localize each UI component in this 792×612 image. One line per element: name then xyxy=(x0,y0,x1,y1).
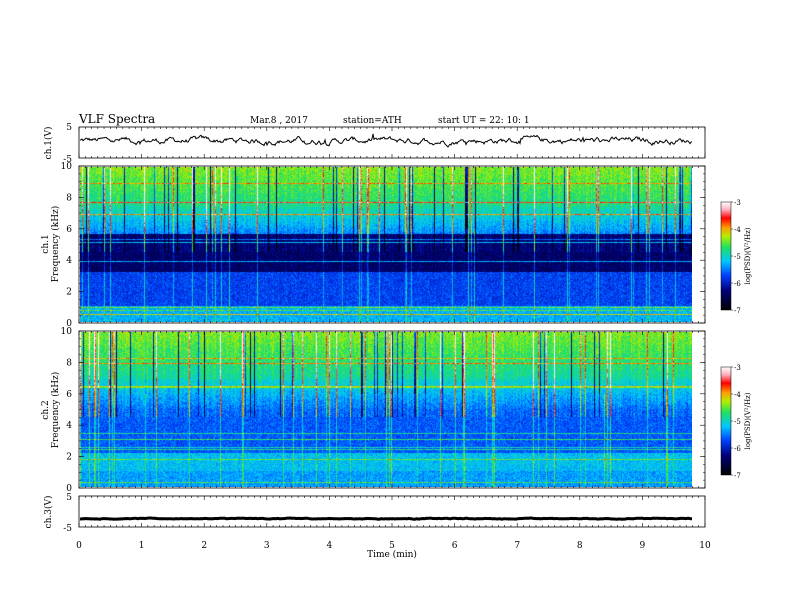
frequency-tick-label: 0 xyxy=(66,319,72,329)
colorbar-tick-label: -6 xyxy=(734,445,741,453)
x-tick-label: 4 xyxy=(327,541,333,551)
ch1-waveform-line xyxy=(79,133,693,148)
x-tick-label: 0 xyxy=(76,541,82,551)
colorbar-tick-label: -4 xyxy=(734,226,741,234)
ch1-ytick-bottom: -5 xyxy=(63,155,72,165)
ch2-spectrogram-ylabel: Frequency (kHz) xyxy=(50,372,61,449)
frequency-tick-label: 8 xyxy=(66,358,72,368)
x-axis-label: Time (min) xyxy=(367,549,417,560)
colorbar-tick-label: -7 xyxy=(734,472,741,480)
ch2-colorbar xyxy=(720,366,732,476)
frequency-tick-label: 10 xyxy=(61,162,73,172)
x-tick-label: 1 xyxy=(139,541,145,551)
ch3-ytick-top: 5 xyxy=(66,493,72,503)
frequency-tick-label: 2 xyxy=(66,453,72,463)
ch2-colorbar-label: log(PSD)(V²/Hz) xyxy=(744,392,752,449)
ch3-waveform-line xyxy=(79,516,692,521)
ch1-colorbar xyxy=(720,201,732,311)
colorbar-tick-label: -4 xyxy=(734,391,741,399)
ch1-spectrogram-ylabel-channel: ch.1 xyxy=(41,234,51,253)
ch2-spectrogram-ylabel-channel: ch.2 xyxy=(41,400,51,419)
ch1-waveform-ylabel: ch.1(V) xyxy=(43,127,54,160)
ch3-ytick-bottom: -5 xyxy=(63,524,72,534)
x-tick-label: 6 xyxy=(452,541,458,551)
figure-title: VLF Spectra xyxy=(78,112,155,126)
start-time-label: start UT = 22: 10: 1 xyxy=(438,116,530,126)
frequency-tick-label: 2 xyxy=(66,288,72,298)
frequency-tick-label: 8 xyxy=(66,193,72,203)
frequency-tick-label: 6 xyxy=(66,390,72,400)
station-label: station=ATH xyxy=(343,116,402,126)
colorbar-tick-label: -6 xyxy=(734,280,741,288)
axis-ticks: 0 1 2 3 4 5 6 7 8 9 1002468100246810-3-4-5-6-7-3-4… xyxy=(61,127,741,551)
frequency-tick-label: 4 xyxy=(66,421,72,431)
frequency-tick-label: 4 xyxy=(66,256,72,266)
date-label: Mar.8 , 2017 xyxy=(250,116,308,126)
x-tick-label: 10 xyxy=(699,541,711,551)
frequency-tick-label: 0 xyxy=(66,484,72,494)
x-tick-label: 2 xyxy=(201,541,207,551)
colorbar-tick-label: -5 xyxy=(734,418,741,426)
x-tick-label: 7 xyxy=(514,541,520,551)
ch3-waveform-frame xyxy=(78,495,706,528)
frequency-tick-label: 10 xyxy=(61,327,73,337)
x-tick-label: 5 xyxy=(389,541,395,551)
ch2-spectrogram-image xyxy=(80,332,692,487)
x-tick-label: 9 xyxy=(640,541,646,551)
x-tick-label: 3 xyxy=(264,541,270,551)
frequency-tick-label: 6 xyxy=(66,225,72,235)
ch1-waveform-frame xyxy=(78,126,706,159)
ch3-waveform-ylabel: ch.3(V) xyxy=(43,496,54,529)
ch1-ytick-top: 5 xyxy=(66,123,72,133)
ch1-spectrogram-ylabel: Frequency (kHz) xyxy=(50,206,61,283)
colorbar-tick-label: -5 xyxy=(734,253,741,261)
colorbar-tick-label: -3 xyxy=(734,199,741,207)
ch1-colorbar-label: log(PSD)(V²/Hz) xyxy=(744,227,752,284)
x-tick-label: 8 xyxy=(577,541,583,551)
colorbar-tick-label: -3 xyxy=(734,364,741,372)
colorbar-tick-label: -7 xyxy=(734,307,741,315)
ch1-spectrogram-image xyxy=(80,167,692,322)
